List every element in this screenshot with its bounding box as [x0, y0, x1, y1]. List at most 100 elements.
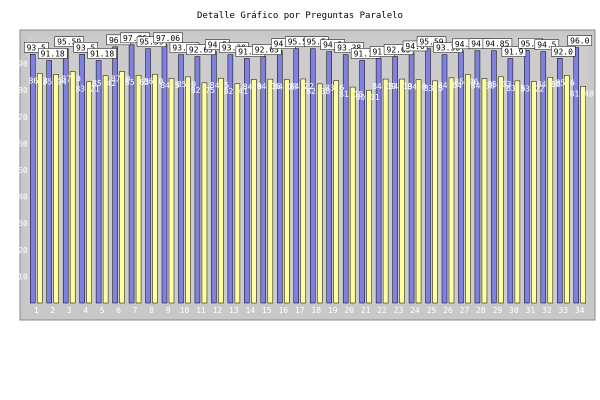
- data-label: 84.0: [243, 83, 262, 92]
- bar: [300, 78, 307, 304]
- data-label: 84.22: [290, 82, 314, 91]
- data-label: 84.64: [438, 81, 462, 90]
- bar: [79, 54, 85, 304]
- bar: [201, 82, 208, 304]
- x-tick-label: 20: [344, 306, 354, 315]
- x-tick-label: 30: [509, 306, 519, 315]
- x-tick-label: 18: [311, 306, 321, 315]
- x-tick-label: 16: [278, 306, 288, 315]
- data-label-box: [501, 46, 527, 57]
- data-label: 85.03: [487, 80, 511, 89]
- data-label: 91.18: [90, 49, 114, 58]
- data-labels: 93.5 86.3 91.18 85.94 95.59 87.0 93.5 83.21 91.1…: [23, 32, 594, 102]
- bar: [342, 54, 349, 304]
- data-label: 93.38: [337, 44, 361, 53]
- data-label: 94.0: [405, 42, 424, 51]
- y-axis: 10 20 30 40 50 60 70 80 90: [18, 60, 28, 282]
- data-label: 95.0: [521, 39, 540, 48]
- data-label-box: [567, 35, 593, 46]
- bar: [564, 75, 570, 304]
- bar: [112, 46, 118, 304]
- x-tick-label: 13: [229, 306, 239, 315]
- data-label: 92.65: [387, 46, 411, 55]
- data-label: 80.01: [356, 93, 380, 102]
- data-label: 86.3: [29, 76, 48, 85]
- data-label: 91.18: [354, 49, 378, 58]
- x-tick-label: 34: [575, 306, 585, 315]
- data-label-box: [252, 44, 282, 55]
- bar: [531, 81, 537, 304]
- bar: [415, 79, 422, 304]
- bar: [128, 44, 135, 304]
- bar: [514, 80, 521, 304]
- bar: [366, 89, 372, 304]
- x-tick-label: 17: [295, 306, 305, 315]
- x-tick-label: 19: [328, 306, 338, 315]
- data-label: 94.8: [274, 40, 293, 49]
- bar: [251, 79, 257, 304]
- x-tick-label: 2: [50, 306, 55, 315]
- bar: [102, 75, 109, 304]
- data-label: 83.6: [325, 84, 344, 93]
- data-label: 93.5: [27, 43, 46, 52]
- data-label: 93.38: [222, 44, 246, 53]
- bar: [432, 80, 438, 304]
- data-label: 93.38: [172, 44, 196, 53]
- data-label: 97.06: [156, 34, 180, 43]
- bar: [234, 83, 241, 304]
- y-tick-label: 50: [18, 166, 28, 175]
- bar: [573, 47, 580, 304]
- x-axis: 1 2 3 4 5 6 7 8 9 10 11 12 13 14 15 16 17 18 19 20 21 22 23 24 2…: [34, 306, 585, 315]
- y-tick-label: 70: [18, 113, 28, 122]
- data-label: 91.9: [504, 48, 523, 57]
- bar: [185, 76, 191, 304]
- data-label: 94.8: [455, 40, 474, 49]
- data-label: 83.22: [520, 85, 544, 94]
- data-label: 94.5: [537, 41, 556, 50]
- data-label: 97.06: [123, 34, 147, 43]
- bar: [86, 81, 92, 304]
- bar: [36, 73, 43, 304]
- data-label: 91.18: [41, 49, 65, 58]
- bar: [168, 77, 175, 304]
- bar: [145, 48, 151, 304]
- bar: [448, 77, 455, 304]
- y-tick-label: 30: [18, 219, 28, 228]
- x-tick-label: 33: [558, 306, 568, 315]
- bar: [218, 77, 224, 304]
- x-tick-label: 11: [196, 306, 206, 315]
- bar: [62, 48, 69, 304]
- bar: [227, 54, 234, 304]
- data-label: 83.5: [424, 84, 443, 93]
- data-label: 93.5: [76, 43, 95, 52]
- data-label: 84.19: [372, 82, 396, 91]
- bar: [53, 74, 59, 304]
- bar: [69, 71, 76, 304]
- data-label: 92.65: [189, 46, 213, 55]
- x-tick-label: 9: [166, 306, 171, 315]
- data-label: 92.0: [554, 47, 573, 56]
- x-tick-label: 32: [542, 306, 552, 315]
- bar: [244, 58, 250, 304]
- bar: [46, 60, 52, 304]
- bar: [580, 86, 587, 304]
- data-label: 87.0: [111, 75, 130, 84]
- bar: [293, 48, 300, 304]
- data-label: 81.18: [339, 90, 363, 99]
- data-label-box: [153, 32, 183, 44]
- bar: [326, 51, 332, 304]
- bar: [284, 79, 290, 304]
- bar: [316, 83, 323, 304]
- bar: [333, 80, 339, 304]
- data-label: 95.59: [139, 38, 163, 47]
- data-label: 94.8: [471, 40, 490, 49]
- data-label: 95.59: [288, 38, 312, 47]
- data-label: 85.94: [43, 77, 67, 86]
- data-label: 91.9: [372, 48, 391, 57]
- data-label: 84.19: [389, 82, 413, 91]
- bar: [441, 54, 448, 304]
- data-label: 94.5: [323, 41, 342, 50]
- x-tick-label: 22: [377, 306, 387, 315]
- data-label-box: [534, 39, 560, 50]
- x-tick-label: 15: [262, 306, 272, 315]
